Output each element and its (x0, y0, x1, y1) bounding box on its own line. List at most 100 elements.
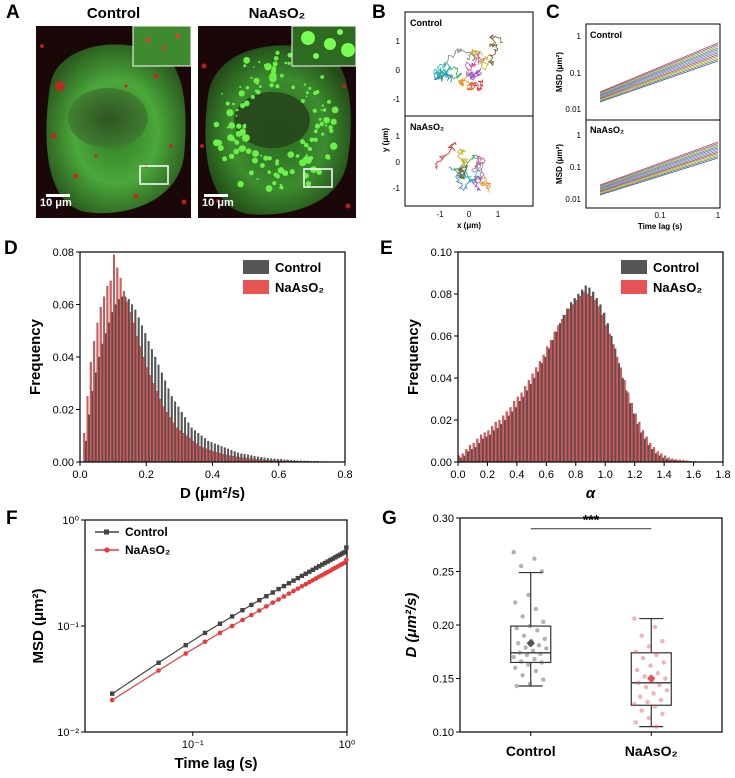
stress-granule (243, 64, 247, 68)
chart-g-point-naaso2 (636, 680, 641, 685)
trajectory-line (474, 155, 486, 171)
chart-e-bar-naaso2 (623, 380, 626, 463)
chart-d-bar-naaso2 (159, 398, 162, 463)
chart-g-point-naaso2 (652, 624, 658, 630)
chart-e-bar-naaso2 (479, 434, 483, 463)
stress-granule (226, 126, 229, 129)
chart-e-bar-naaso2 (560, 319, 564, 463)
msd-trace (599, 153, 719, 193)
stress-granule (316, 169, 322, 175)
chart-g-point-control (526, 662, 531, 667)
msd-trace (599, 147, 719, 189)
chart-e-bar-naaso2 (667, 457, 670, 463)
chart-g-point-naaso2 (643, 684, 649, 690)
stress-granule (226, 109, 234, 117)
chart-e-bar-naaso2 (502, 415, 505, 463)
chart-e-xlabel: α (586, 485, 596, 502)
chart-g-ytick-label: 0.20 (433, 620, 454, 632)
chart-g-point-control (538, 651, 543, 657)
chart-f-point-naaso2 (281, 594, 287, 599)
chart-e-bar-naaso2 (660, 453, 663, 463)
stress-granule (300, 99, 305, 103)
chart-f-point-naaso2 (183, 651, 189, 656)
panel-b-ylabel: y (μm) (381, 128, 390, 152)
stress-granule (213, 121, 220, 128)
chart-f-legend-label: NaAsO₂ (125, 543, 170, 557)
panel-c-naaso2-label: NaAsO₂ (590, 125, 624, 135)
chart-d-bar-naaso2 (219, 452, 221, 463)
chart-g-point-naaso2 (632, 616, 637, 621)
chart-f-ytick-label: 10⁻¹ (57, 621, 79, 633)
stress-granule (320, 75, 325, 79)
chart-f-point-control (325, 559, 330, 564)
stress-granule (239, 86, 242, 88)
stress-granule (250, 95, 255, 99)
chart-e-xtick-label: 1.0 (598, 469, 613, 481)
chart-e-bar-naaso2 (601, 314, 604, 463)
chart-f-point-control (249, 602, 254, 608)
chart-f-point-control (333, 555, 338, 560)
stress-granule (322, 108, 327, 112)
chart-f-point-naaso2 (257, 608, 262, 613)
chart-d-ytick-label: 0.00 (53, 457, 74, 469)
stress-granule (253, 66, 255, 68)
trajectory-line (434, 141, 457, 170)
chart-d-bar-naaso2 (156, 391, 159, 463)
chart-f-point-control (291, 578, 296, 583)
chart-f-point-control (316, 564, 322, 569)
stress-granule (268, 76, 271, 78)
chart-d-bar-naaso2 (228, 455, 231, 463)
msd-trace (599, 50, 719, 97)
chart-e-bar-naaso2 (634, 413, 637, 463)
chart-f-point-naaso2 (270, 600, 276, 605)
stress-granule (237, 180, 244, 188)
chart-e-bar-naaso2 (509, 407, 512, 463)
chart-d-bar-naaso2 (152, 383, 155, 463)
chart-d-ytick-label: 0.02 (53, 405, 74, 417)
chart-e-xtick-label: 0.0 (450, 469, 465, 481)
chart-g-point-naaso2 (651, 691, 656, 696)
chart-f-point-control (344, 545, 349, 550)
chart-e-ytick-label: 0.06 (431, 331, 452, 343)
stress-granule (235, 130, 242, 137)
chart-d-bar-naaso2 (146, 367, 149, 463)
chart-d-bar-naaso2 (149, 375, 152, 463)
chart-d-ytick-label: 0.08 (53, 247, 74, 259)
chart-g-point-control (518, 659, 524, 664)
stress-granule (275, 50, 280, 55)
chart-e-ytick-label: 0.10 (431, 247, 452, 259)
chart-g-ytick-label: 0.25 (433, 567, 454, 579)
chart-g-point-naaso2 (633, 649, 638, 654)
trajectory-line (457, 68, 475, 91)
chart-g-point-control (526, 592, 531, 598)
trajectory-line (433, 70, 453, 83)
stress-granule (331, 106, 339, 114)
micro-title-control: Control (86, 5, 141, 22)
chart-d-bar-naaso2 (93, 341, 96, 463)
chart-f-point-control (307, 569, 312, 574)
panel-c-ytick-bot-1: 1 (577, 131, 582, 140)
chart-d-bar-naaso2 (215, 452, 218, 463)
panel-f-msd-loglog: 10⁻¹ 10⁰ 10⁻² 10⁻¹ 10⁰ Control NaAsO₂ Time lag … (30, 515, 356, 772)
chart-g-point-control (539, 660, 544, 665)
chart-g-point-control (520, 614, 525, 619)
stress-granule (271, 66, 277, 71)
chart-g-point-control (535, 628, 540, 633)
trajectory-line (443, 48, 476, 67)
trajectory-line (479, 176, 492, 193)
stress-granule (254, 89, 258, 93)
chart-e-bar-naaso2 (557, 325, 560, 463)
micro-image-naaso2-svg (198, 26, 356, 218)
chart-f-point-control (295, 575, 301, 581)
chart-f-point-control (319, 562, 325, 567)
stress-granule (256, 178, 259, 180)
chart-e-bar-naaso2 (531, 373, 534, 463)
chart-d-bar-naaso2 (122, 291, 125, 463)
stress-granule (259, 85, 262, 88)
chart-e-legend-swatch (621, 280, 647, 294)
chart-g-point-control (523, 645, 528, 650)
chart-f-point-naaso2 (303, 581, 309, 587)
chart-g-point-naaso2 (660, 638, 665, 644)
chart-d-ylabel: Frequency (27, 318, 44, 395)
chart-f-point-naaso2 (295, 586, 301, 591)
